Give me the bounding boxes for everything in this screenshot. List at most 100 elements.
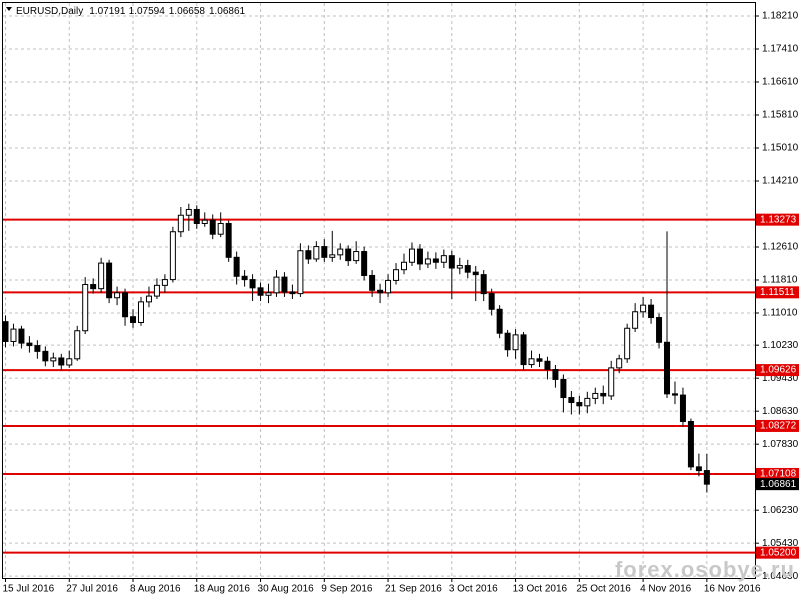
y-tick-label: 1.15010 (762, 143, 799, 154)
candle-body (58, 357, 65, 366)
x-tick-label: 4 Nov 2016 (640, 584, 692, 595)
candle-body (337, 248, 344, 256)
y-tick-label: 1.16610 (762, 77, 799, 88)
candle-body (361, 251, 368, 276)
level-label-box (756, 467, 799, 480)
candle-body (640, 304, 647, 313)
candle-body (273, 276, 280, 294)
candle-body (130, 316, 137, 323)
candle-body (679, 394, 686, 422)
candle-body (217, 222, 224, 235)
x-tick-label: 15 Jul 2016 (3, 584, 55, 595)
y-tick-label: 1.12610 (762, 242, 799, 253)
level-label-box (756, 419, 799, 432)
x-tick-label: 9 Sep 2016 (321, 584, 373, 595)
level-label: 1.13273 (760, 214, 797, 225)
x-tick-label: 8 Aug 2016 (130, 584, 181, 595)
candle-body (488, 293, 495, 310)
candle-body (329, 254, 336, 258)
price-label-box (756, 478, 799, 491)
candle-body (169, 231, 176, 281)
candle-body (464, 265, 471, 273)
candle-body (592, 392, 599, 399)
candle-body (82, 284, 89, 332)
candle-body (2, 321, 9, 342)
x-tick-label: 3 Oct 2016 (449, 584, 498, 595)
candle-body (66, 358, 73, 366)
candle-body (472, 271, 479, 276)
candle-body (552, 369, 559, 380)
candle-body (161, 279, 168, 286)
candle-body (114, 292, 121, 299)
candle-body (608, 367, 615, 397)
y-tick-label: 1.09430 (762, 373, 799, 384)
candle-body (624, 327, 631, 360)
candle-body (305, 250, 312, 260)
candle-body (90, 284, 97, 290)
candle-body (416, 248, 423, 265)
y-tick-label: 1.11010 (762, 308, 798, 319)
level-label-box (756, 286, 799, 299)
candle-body (106, 262, 113, 299)
candle-body (385, 279, 392, 294)
candle-body (353, 251, 360, 262)
y-tick-label: 1.15810 (762, 110, 799, 121)
candle-body (703, 470, 710, 485)
candle-body (225, 222, 232, 258)
y-tick-label: 1.10230 (762, 340, 799, 351)
candle-body (185, 208, 192, 216)
candle-body (440, 255, 447, 263)
y-tick-label: 1.08630 (762, 406, 799, 417)
candle-body (408, 248, 415, 263)
candle-body (401, 261, 407, 271)
y-tick-label: 1.17410 (762, 44, 799, 55)
candle-body (480, 274, 487, 295)
candle-body (18, 328, 25, 344)
x-tick-label: 30 Aug 2016 (258, 584, 315, 595)
candle-body (432, 258, 439, 263)
candle-body (576, 402, 583, 407)
candle-body (671, 393, 678, 396)
candle-body (297, 250, 304, 295)
candle-body (10, 328, 17, 342)
low-value: 1.06658 (169, 6, 206, 17)
candle-body (26, 342, 33, 347)
candle-body (369, 274, 376, 291)
candle-body (512, 334, 519, 351)
candle-body (265, 292, 272, 296)
x-tick-label: 27 Jul 2016 (66, 584, 118, 595)
close-value: 1.06861 (209, 6, 246, 17)
candle-body (632, 311, 639, 329)
candle-body (233, 256, 240, 277)
candle-body (687, 420, 694, 468)
level-label: 1.09626 (760, 365, 797, 376)
level-label-box (756, 546, 799, 559)
candle-body (241, 275, 248, 281)
plot-frame (2, 2, 756, 579)
candle-body (600, 392, 607, 397)
candle-body (193, 208, 200, 224)
y-tick-label: 1.05430 (762, 538, 799, 549)
candle-body (209, 219, 216, 235)
labels: 1.18210 1.17410 1.16610 1.15810 1.15010 1.142… (3, 11, 799, 595)
candle-body (528, 358, 535, 366)
x-tick-label: 16 Nov 2016 (704, 584, 761, 595)
candle-body (42, 350, 49, 362)
candle-body (448, 255, 455, 269)
level-label-box (756, 364, 799, 377)
symbol: EURUSD,Daily (16, 6, 83, 17)
candle-body (648, 304, 655, 319)
candle-body (424, 258, 431, 265)
y-tick-label: 1.18210 (762, 11, 799, 22)
candle-body (656, 317, 663, 343)
menu-icon[interactable] (6, 7, 12, 11)
candle-body (616, 358, 623, 369)
chart-header: EURUSD,Daily 1.07191 1.07594 1.06658 1.06861 (16, 6, 246, 17)
candle-body (695, 466, 702, 472)
open-value: 1.07191 (89, 6, 126, 17)
candle-body (520, 334, 527, 366)
x-tick-label: 13 Oct 2016 (513, 584, 568, 595)
candles (2, 203, 710, 493)
